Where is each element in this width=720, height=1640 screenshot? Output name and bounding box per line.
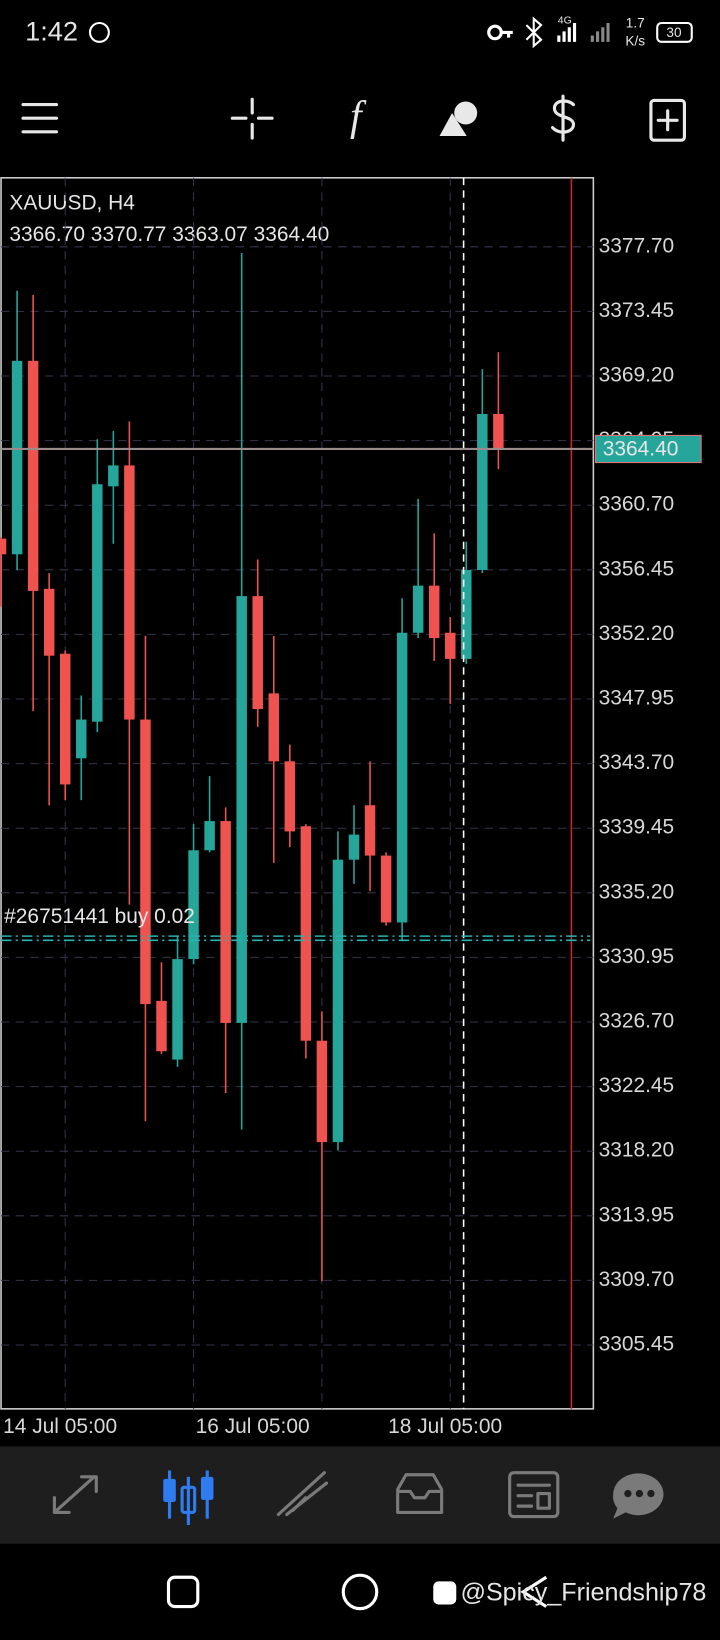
- candle-body: [156, 1000, 167, 1052]
- y-tick-label: 3326.70: [599, 1010, 675, 1033]
- candle-body: [316, 1040, 328, 1143]
- candle-body: [284, 761, 296, 832]
- y-tick-label: 3335.20: [599, 880, 675, 903]
- candle-body: [268, 693, 280, 762]
- y-tick-label: 3377.70: [599, 234, 675, 257]
- chart-tab[interactable]: [200, 1476, 214, 1500]
- candle-body: [76, 719, 87, 759]
- candle-body: [220, 821, 231, 1023]
- signal-icon: [557, 23, 577, 42]
- price-tag: [594, 434, 702, 464]
- candle-body: [364, 805, 376, 856]
- y-tick-label: 3360.70: [599, 493, 675, 516]
- history-tab[interactable]: [396, 1473, 444, 1514]
- candle-body: [428, 585, 440, 639]
- candle-body: [188, 850, 199, 960]
- bottom-nav: [0, 1446, 720, 1544]
- candle-body: [59, 653, 71, 785]
- clock: 1:42: [25, 16, 78, 47]
- y-tick-label: 3339.45: [599, 816, 675, 839]
- key-icon: [501, 30, 513, 38]
- new-order-button[interactable]: [649, 98, 686, 142]
- order-label: #26751441 buy 0.02: [4, 905, 195, 928]
- x-tick-label: 18 Jul 05:00: [388, 1415, 502, 1438]
- chat-tab: [624, 1489, 632, 1498]
- chat-tab: [647, 1489, 655, 1498]
- ohlc-info: 3366.70 3370.77 3363.07 3364.40: [9, 223, 329, 246]
- battery: [656, 21, 693, 43]
- candle-body: [493, 414, 504, 449]
- candle-body: [380, 855, 392, 923]
- chart-tab[interactable]: [180, 1485, 197, 1514]
- objects-button[interactable]: [454, 101, 478, 125]
- signal-icon: [590, 23, 610, 42]
- candle-body: [461, 569, 472, 659]
- y-tick-label: 3330.95: [599, 945, 675, 968]
- chart: XAUUSD, H4 3366.70 3370.77 3363.07 3364.4…: [0, 177, 702, 1438]
- home-button[interactable]: [341, 1573, 379, 1611]
- y-tick-label: 3343.70: [599, 751, 675, 774]
- candle-body: [43, 588, 55, 656]
- y-tick-label: 3318.20: [599, 1139, 675, 1162]
- y-tick-label: 3305.45: [599, 1333, 675, 1356]
- bottom-nav-bg: [0, 1446, 720, 1544]
- price-tag-label: 3364.40: [603, 438, 679, 461]
- chart-tab[interactable]: [163, 1478, 176, 1502]
- candle-body: [27, 360, 39, 591]
- candle-body: [11, 360, 23, 555]
- new-order-button[interactable]: [656, 109, 679, 132]
- candle-body: [300, 826, 312, 1041]
- candle-body: [445, 632, 456, 659]
- candle-body: [236, 596, 247, 1023]
- speed-unit: K/s: [625, 33, 645, 48]
- crosshair-button[interactable]: [230, 97, 274, 140]
- symbol: XAUUSD, H4: [9, 191, 135, 214]
- facebook-icon: [433, 1581, 457, 1605]
- candle-body: [92, 484, 103, 722]
- candle-body: [0, 538, 7, 555]
- status-bar: 1:42 4G 1.7 K/s 30: [25, 16, 693, 49]
- y-tick-label: 3347.95: [599, 687, 675, 710]
- battery-level: 30: [666, 25, 682, 40]
- network-type: 4G: [558, 16, 572, 27]
- y-tick-label: 3356.45: [599, 557, 675, 580]
- candle-body: [332, 859, 344, 1143]
- candle-body: [108, 465, 119, 487]
- news-tab[interactable]: [516, 1483, 551, 1510]
- y-tick-label: 3309.70: [599, 1268, 675, 1291]
- back-button[interactable]: [520, 1575, 548, 1608]
- speed: 1.7: [626, 16, 645, 31]
- y-tick-label: 3373.45: [599, 299, 675, 322]
- quotes-tab[interactable]: [52, 1475, 98, 1514]
- candle-body: [396, 632, 408, 923]
- system-nav: @Spicy_Friendship78: [166, 1573, 706, 1611]
- y-tick-label: 3369.20: [599, 364, 675, 387]
- candle-body: [172, 959, 183, 1060]
- candle-body: [204, 821, 215, 851]
- candle-body: [412, 585, 424, 633]
- objects-button[interactable]: [439, 112, 467, 136]
- candle-body: [252, 596, 263, 710]
- y-tick-label: 3322.45: [599, 1074, 675, 1097]
- status-icon: [88, 21, 110, 43]
- chat-tab: [635, 1489, 644, 1498]
- candle-body: [477, 414, 488, 570]
- bluetooth-icon: [525, 16, 543, 49]
- recents-button[interactable]: [166, 1575, 200, 1609]
- trade-button[interactable]: [550, 94, 576, 142]
- chart-frame: [0, 177, 595, 1410]
- candle-body: [348, 834, 360, 860]
- candle-body: [140, 719, 151, 1005]
- candle-body: [124, 465, 135, 720]
- menu-button[interactable]: [21, 103, 59, 134]
- watermark: @Spicy_Friendship78: [460, 1579, 706, 1607]
- x-tick-label: 14 Jul 05:00: [3, 1415, 117, 1438]
- y-tick-label: 3352.20: [599, 622, 675, 645]
- news-tab[interactable]: [508, 1471, 560, 1519]
- y-tick-label: 3313.95: [599, 1203, 675, 1226]
- trade-tab[interactable]: [276, 1471, 329, 1517]
- x-tick-label: 16 Jul 05:00: [196, 1415, 310, 1438]
